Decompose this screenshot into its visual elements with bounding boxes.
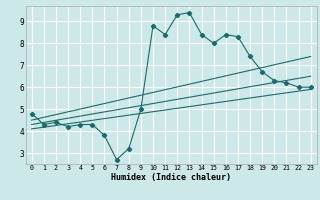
X-axis label: Humidex (Indice chaleur): Humidex (Indice chaleur) (111, 173, 231, 182)
